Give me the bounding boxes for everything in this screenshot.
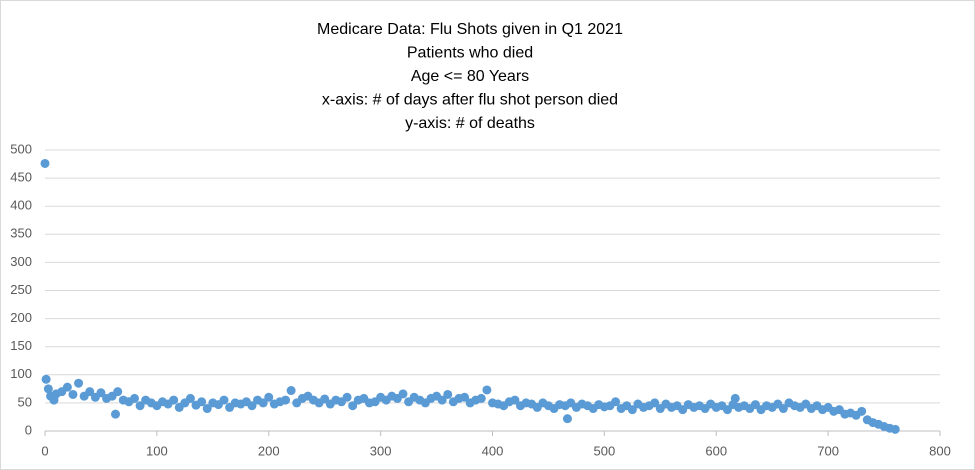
point bbox=[43, 384, 53, 394]
point bbox=[443, 389, 453, 399]
point bbox=[398, 389, 408, 399]
point bbox=[96, 388, 106, 398]
point bbox=[74, 378, 84, 388]
point bbox=[778, 404, 788, 414]
point bbox=[476, 393, 486, 403]
point bbox=[890, 424, 900, 434]
x-tick-label: 800 bbox=[929, 443, 951, 458]
point bbox=[185, 393, 195, 403]
point bbox=[135, 401, 145, 411]
point bbox=[62, 382, 72, 392]
chart-title: Medicare Data: Flu Shots given in Q1 202… bbox=[317, 21, 623, 38]
point bbox=[258, 398, 268, 408]
x-tick-label: 700 bbox=[817, 443, 839, 458]
point bbox=[730, 393, 740, 403]
chart-title: Patients who died bbox=[407, 45, 533, 62]
x-tick-label: 300 bbox=[370, 443, 392, 458]
point bbox=[113, 387, 123, 397]
y-tick-label: 100 bbox=[10, 366, 32, 381]
point bbox=[286, 386, 296, 396]
chart-title: x-axis: # of days after flu shot person … bbox=[322, 92, 618, 109]
y-tick-label: 350 bbox=[10, 226, 32, 241]
x-tick-label: 600 bbox=[705, 443, 727, 458]
point bbox=[40, 158, 50, 168]
point bbox=[130, 393, 139, 403]
point bbox=[482, 385, 492, 395]
point bbox=[110, 409, 120, 419]
point bbox=[264, 392, 274, 402]
y-tick-label: 150 bbox=[10, 338, 32, 353]
x-tick-label: 0 bbox=[41, 443, 48, 458]
point bbox=[348, 401, 358, 411]
y-tick-label: 200 bbox=[10, 310, 32, 325]
x-tick-label: 100 bbox=[146, 443, 168, 458]
chart-title: y-axis: # of deaths bbox=[405, 115, 535, 132]
point bbox=[41, 374, 51, 384]
point bbox=[510, 395, 520, 405]
point bbox=[342, 392, 352, 402]
point bbox=[281, 395, 291, 405]
point bbox=[202, 404, 212, 414]
point bbox=[197, 397, 207, 407]
point bbox=[562, 414, 572, 424]
point bbox=[460, 392, 470, 402]
y-tick-label: 500 bbox=[10, 141, 32, 156]
point bbox=[437, 395, 447, 405]
point bbox=[857, 406, 867, 416]
point bbox=[627, 405, 637, 415]
point bbox=[650, 398, 660, 408]
y-tick-label: 400 bbox=[10, 198, 32, 213]
chart-title: Age <= 80 Years bbox=[411, 68, 529, 85]
x-tick-label: 400 bbox=[482, 443, 504, 458]
y-tick-label: 250 bbox=[10, 282, 32, 297]
y-tick-label: 50 bbox=[18, 394, 32, 409]
point bbox=[219, 395, 229, 405]
y-tick-label: 300 bbox=[10, 254, 32, 269]
point bbox=[85, 387, 95, 397]
x-tick-label: 500 bbox=[594, 443, 616, 458]
x-tick-label: 200 bbox=[258, 443, 280, 458]
point bbox=[611, 397, 621, 407]
y-tick-label: 0 bbox=[25, 422, 32, 437]
point bbox=[169, 395, 179, 405]
point bbox=[68, 389, 78, 399]
point bbox=[247, 401, 257, 411]
y-tick-label: 450 bbox=[10, 170, 32, 185]
